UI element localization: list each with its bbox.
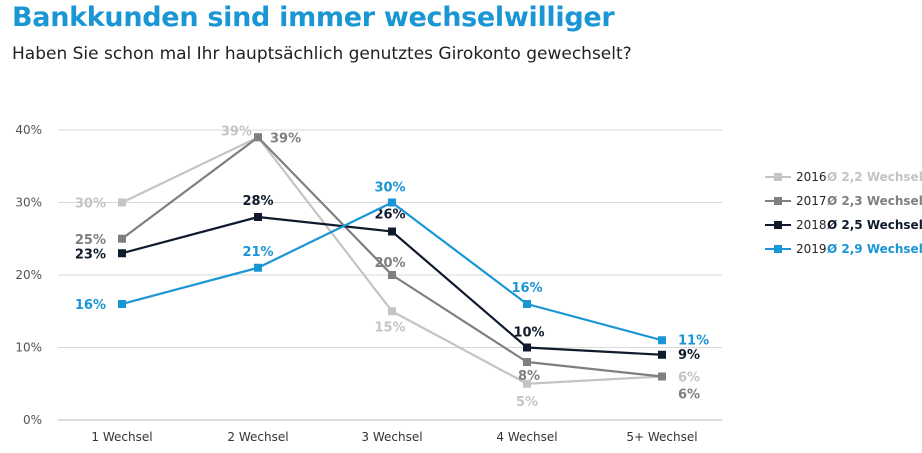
data-label-2018: 23% <box>75 247 106 262</box>
data-label-2016: 6% <box>678 371 700 386</box>
data-label-2019: 16% <box>511 281 542 296</box>
data-point-2019 <box>658 336 666 345</box>
data-label-2017: 20% <box>374 256 405 271</box>
legend-note-2019: Ø 2,9 Wechsel <box>827 242 922 256</box>
data-point-2017 <box>523 358 531 366</box>
data-point-2017 <box>254 133 262 142</box>
data-label-2016: 15% <box>374 320 405 335</box>
legend-label-2016: 2016 <box>796 170 827 184</box>
x-tick-label: 4 Wechsel <box>496 430 557 444</box>
y-tick-label: 20% <box>15 268 42 282</box>
data-point-2017 <box>118 234 126 243</box>
data-point-2019 <box>118 300 126 308</box>
legend-label-2019: 2019 <box>796 242 827 256</box>
x-tick-label: 3 Wechsel <box>361 430 422 444</box>
data-label-2019: 21% <box>242 245 273 260</box>
data-point-2018 <box>254 213 262 221</box>
legend-marker-2019 <box>774 245 782 253</box>
data-label-2018: 10% <box>513 326 544 341</box>
chart-subtitle: Haben Sie schon mal Ihr hauptsächlich ge… <box>12 44 632 64</box>
chart-title: Bankkunden sind immer wechselwilliger <box>12 2 615 33</box>
data-point-2019 <box>523 300 531 308</box>
data-label-2017: 6% <box>678 388 700 403</box>
y-tick-label: 30% <box>15 196 42 210</box>
y-tick-label: 0% <box>23 413 42 427</box>
y-tick-label: 40% <box>15 123 42 137</box>
data-point-2019 <box>388 198 396 207</box>
data-label-2017: 8% <box>518 369 540 384</box>
y-tick-label: 10% <box>15 341 42 355</box>
data-label-2018: 9% <box>678 348 700 363</box>
data-label-2016: 39% <box>221 124 252 139</box>
data-point-2018 <box>118 249 126 258</box>
legend-marker-2016 <box>774 173 782 181</box>
data-label-2019: 30% <box>374 181 405 196</box>
legend-note-2018: Ø 2,5 Wechsel <box>827 218 922 232</box>
legend-note-2017: Ø 2,3 Wechsel <box>827 194 922 208</box>
data-point-2017 <box>388 271 396 279</box>
data-point-2018 <box>523 343 531 352</box>
data-label-2018: 28% <box>242 194 273 209</box>
legend-marker-2017 <box>774 197 782 205</box>
data-label-2017: 25% <box>75 233 106 248</box>
data-label-2016: 5% <box>516 395 538 410</box>
legend-label-2017: 2017 <box>796 194 827 208</box>
data-point-2016 <box>388 307 396 316</box>
x-tick-label: 2 Wechsel <box>227 430 288 444</box>
legend-note-2016: Ø 2,2 Wechsel <box>827 170 922 184</box>
x-tick-label: 5+ Wechsel <box>626 430 697 444</box>
data-point-2016 <box>523 379 531 388</box>
data-point-2017 <box>658 372 666 381</box>
data-point-2016 <box>118 198 126 207</box>
data-label-2016: 30% <box>75 197 106 212</box>
data-label-2019: 11% <box>678 333 709 348</box>
data-label-2017: 39% <box>270 131 301 146</box>
data-point-2018 <box>658 350 666 359</box>
data-point-2019 <box>254 263 262 272</box>
data-point-2018 <box>388 227 396 236</box>
legend-label-2018: 2018 <box>796 218 827 232</box>
legend-marker-2018 <box>774 221 782 229</box>
data-label-2018: 26% <box>374 208 405 223</box>
x-tick-label: 1 Wechsel <box>91 430 152 444</box>
data-label-2019: 16% <box>75 298 106 313</box>
